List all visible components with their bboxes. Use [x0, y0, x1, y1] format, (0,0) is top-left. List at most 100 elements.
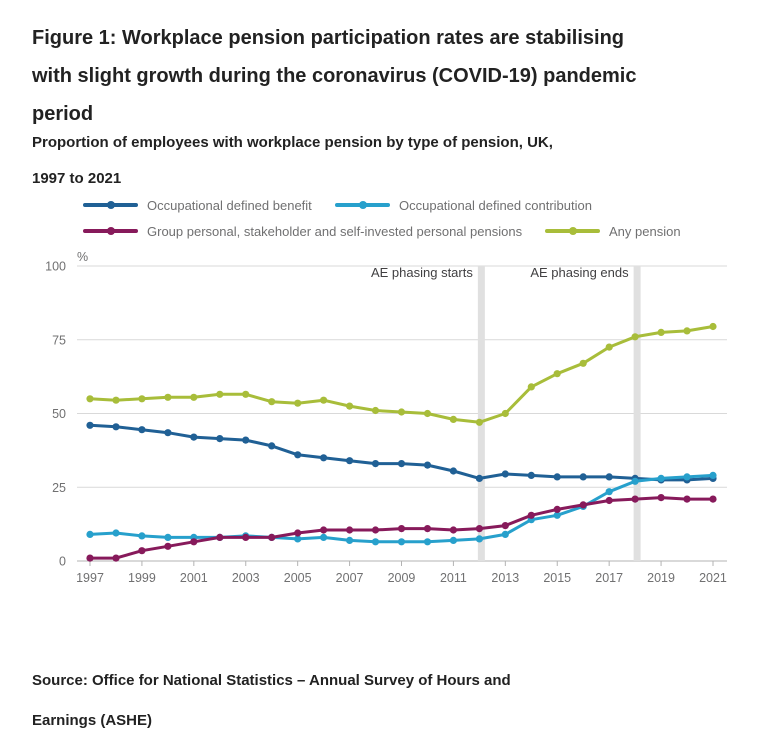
y-axis-tick-label: 50 [52, 407, 66, 421]
data-point [423, 525, 432, 533]
data-point [657, 328, 665, 336]
x-axis-tick-label: 2001 [180, 571, 208, 585]
figure-title: Figure 1: Workplace pension participatio… [32, 27, 637, 126]
x-axis-tick-label: 2017 [595, 571, 623, 585]
data-point [294, 399, 302, 407]
x-axis-tick-label: 1997 [76, 571, 104, 585]
pension-chart-svg: 0 25 50 75 100% AE phasing starts AE phasing e… [45, 250, 727, 585]
figure-subtitle: Proportion of employees with workplace p… [32, 134, 553, 187]
data-point [553, 473, 561, 481]
data-point [397, 460, 406, 468]
data-point [86, 554, 94, 562]
data-point [553, 505, 561, 513]
data-point [631, 333, 639, 341]
legend-dot-icon [569, 227, 577, 235]
data-point [242, 436, 250, 444]
data-point [605, 343, 613, 351]
data-point [190, 433, 198, 441]
data-point [268, 398, 276, 406]
legend-label: Any pension [609, 223, 681, 239]
legend-item-any-pension: Any pension [545, 220, 681, 242]
data-point [112, 554, 120, 562]
ae-phasing-band [633, 266, 641, 561]
x-axis-tick-label: 2011 [440, 571, 467, 585]
data-point [138, 395, 146, 403]
data-point [475, 525, 483, 533]
data-point [579, 501, 587, 509]
legend-label: Occupational defined benefit [147, 197, 312, 213]
data-point [371, 526, 380, 534]
data-point [501, 530, 509, 538]
x-axis-tick-label: 2005 [284, 571, 312, 585]
data-point [501, 470, 509, 478]
data-point [683, 327, 691, 335]
data-point [216, 533, 224, 541]
data-point [579, 359, 587, 367]
legend-line-marker [545, 227, 600, 235]
data-point [657, 474, 665, 482]
data-point [631, 477, 639, 485]
data-point [683, 495, 691, 503]
x-axis-tick-label: 2021 [699, 571, 727, 585]
data-point [164, 533, 172, 541]
source-note: Source: Office for National Statistics –… [32, 672, 511, 729]
data-point [346, 402, 354, 410]
y-axis-tick-label: 100 [45, 260, 66, 274]
legend-dot-icon [107, 227, 115, 235]
data-point [294, 535, 302, 543]
data-point [371, 406, 380, 415]
data-point [86, 395, 94, 403]
data-point [579, 473, 587, 481]
data-point [268, 533, 276, 541]
data-point [346, 536, 354, 544]
x-axis-tick-label: 2015 [543, 571, 571, 585]
legend-line-marker [335, 201, 390, 209]
data-point [423, 538, 432, 546]
series-line [88, 325, 715, 424]
data-point [553, 370, 561, 378]
data-point [475, 474, 483, 482]
annotation-label: AE phasing ends [530, 265, 629, 280]
x-axis-tick-label: 2003 [232, 571, 260, 585]
data-point [397, 538, 406, 546]
data-point [112, 396, 120, 404]
x-axis-tick-label: 2019 [647, 571, 675, 585]
annotation-label: AE phasing starts [371, 265, 473, 280]
data-point [605, 488, 613, 496]
data-point [475, 535, 483, 543]
x-axis-tick-label: 1999 [128, 571, 156, 585]
data-point [86, 530, 94, 538]
data-point [631, 495, 639, 503]
data-point [709, 471, 717, 479]
data-point [164, 393, 172, 401]
legend-label: Group personal, stakeholder and self-inv… [147, 223, 523, 239]
x-axis-tick-label: 2013 [491, 571, 519, 585]
data-point [501, 522, 509, 530]
data-point [216, 390, 224, 398]
data-point [709, 322, 717, 331]
data-point [527, 471, 535, 479]
legend-dot-icon [107, 201, 115, 209]
data-point [164, 542, 172, 550]
data-point [527, 511, 535, 519]
legend: Occupational defined benefit Occupationa… [0, 194, 768, 246]
data-point [242, 533, 250, 541]
y-axis-unit-label: % [77, 250, 88, 264]
data-point [449, 526, 457, 534]
data-point [605, 473, 613, 481]
data-point [164, 429, 172, 437]
data-point [423, 409, 432, 418]
data-point [501, 409, 509, 418]
data-point [190, 393, 198, 401]
data-point [294, 451, 302, 459]
data-point [423, 461, 432, 469]
data-point [320, 533, 328, 541]
data-point [371, 538, 380, 546]
data-point [346, 526, 354, 534]
data-point [320, 526, 328, 534]
data-point [138, 547, 146, 555]
x-axis-tick-label: 2009 [388, 571, 416, 585]
data-point [527, 383, 535, 391]
chart-area: 0 25 50 75 100% AE phasing starts AE phasing e… [0, 250, 768, 595]
y-axis-tick-label: 0 [59, 555, 66, 569]
